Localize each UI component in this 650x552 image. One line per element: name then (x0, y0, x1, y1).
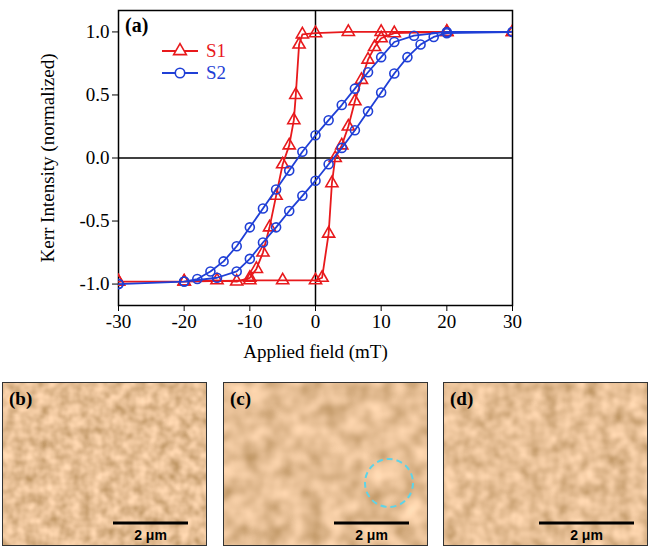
svg-text:0.0: 0.0 (86, 147, 110, 168)
svg-text:30: 30 (503, 311, 522, 332)
html-text:(a): (a) (125, 14, 149, 36)
html-text:S2: S2 (206, 62, 227, 83)
svg-text:2 μm: 2 μm (570, 527, 603, 543)
svg-text:Applied field (mT): Applied field (mT) (243, 341, 388, 363)
svg-text:(c): (c) (230, 388, 251, 410)
svg-text:Kerr Intensity (normalized): Kerr Intensity (normalized) (37, 54, 59, 263)
svg-text:0.5: 0.5 (86, 84, 110, 105)
svg-text:2 μm: 2 μm (355, 527, 388, 543)
svg-text:1.0: 1.0 (86, 21, 110, 42)
html-text:S1: S1 (206, 40, 227, 61)
svg-text:20: 20 (437, 311, 456, 332)
svg-text:-10: -10 (237, 311, 262, 332)
svg-text:(d): (d) (450, 388, 473, 410)
svg-text:(b): (b) (9, 388, 32, 410)
svg-text:2 μm: 2 μm (134, 527, 167, 543)
svg-text:-0.5: -0.5 (79, 210, 109, 231)
svg-text:-30: -30 (106, 311, 131, 332)
svg-text:-1.0: -1.0 (79, 273, 109, 294)
svg-text:10: 10 (372, 311, 391, 332)
svg-text:0: 0 (311, 311, 321, 332)
svg-text:-20: -20 (172, 311, 197, 332)
